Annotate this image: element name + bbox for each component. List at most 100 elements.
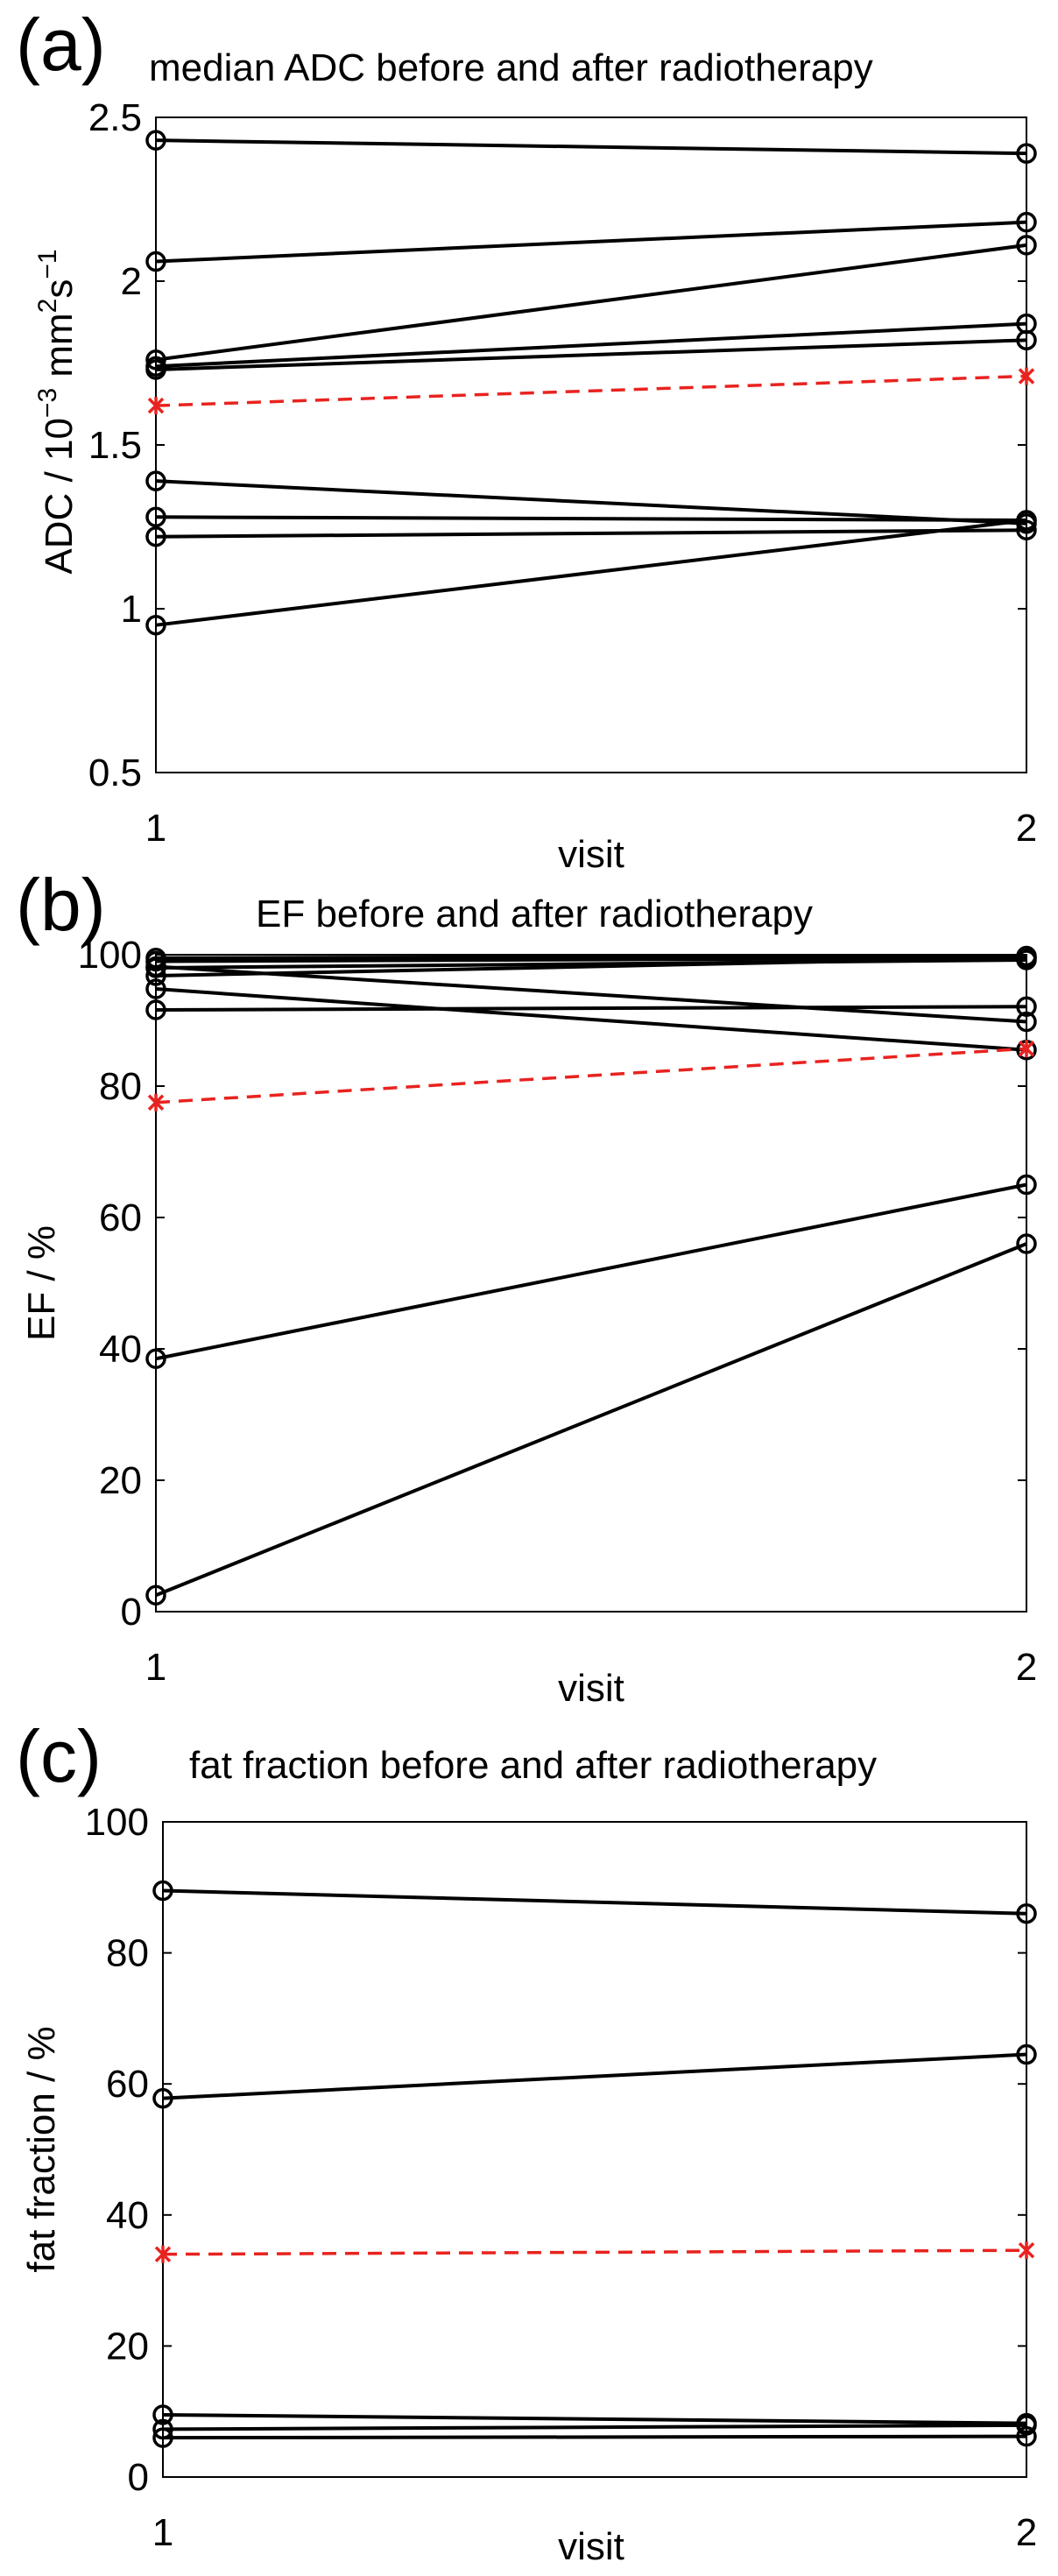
subject-data-point xyxy=(152,2427,173,2448)
panel-c: (c) fat fraction before and after radiot… xyxy=(16,1715,1037,2568)
subject-data-point xyxy=(1016,143,1037,164)
ytick-label: 40 xyxy=(99,1328,142,1371)
panel-b: (b) EF before and after radiotherapy 020… xyxy=(16,864,1037,1710)
panel-a-ylabel-exp3: −1 xyxy=(33,249,62,279)
subject-series-line xyxy=(162,2412,1027,2425)
subject-series-line xyxy=(155,321,1027,369)
ytick-label: 2.5 xyxy=(88,96,142,139)
subject-data-point xyxy=(1016,235,1037,256)
subject-data-point xyxy=(152,2087,173,2109)
subject-series-line xyxy=(162,2052,1027,2100)
subject-data-point xyxy=(145,130,166,151)
panel-a: (a) median ADC before and after radiothe… xyxy=(16,4,1037,876)
subject-data-point xyxy=(1016,2425,1037,2447)
ytick-label: 20 xyxy=(106,2325,149,2368)
subject-data-point xyxy=(145,470,166,491)
xtick-label: 2 xyxy=(1016,807,1037,850)
ytick-label: 100 xyxy=(85,1801,149,1844)
subject-series-line xyxy=(155,1182,1027,1361)
panel-c-plot-marks xyxy=(152,1880,1037,2448)
panel-b-ytick-labels: 0 20 40 60 80 100 xyxy=(78,934,1026,1634)
subject-series-line xyxy=(155,519,1027,627)
subject-data-point xyxy=(145,956,166,977)
panel-a-axes-frame xyxy=(155,116,1027,773)
panel-c-ytick-labels: 0 20 40 60 80 100 xyxy=(85,1801,1026,2499)
panel-b-axes-frame xyxy=(155,954,1027,1613)
subject-data-point xyxy=(1016,1174,1037,1196)
panel-a-plot-marks xyxy=(145,130,1037,636)
ytick-label: 0 xyxy=(128,2456,149,2499)
panel-c-label: (c) xyxy=(16,1715,102,1797)
subject-series-line xyxy=(155,220,1027,264)
subject-series-line xyxy=(155,338,1027,371)
panel-b-xlabel: visit xyxy=(558,1667,624,1710)
subject-series-line xyxy=(155,1242,1027,1598)
subject-data-point xyxy=(145,506,166,528)
ytick-label: 1 xyxy=(121,588,142,631)
panel-c-xlabel: visit xyxy=(558,2525,624,2568)
xtick-label: 1 xyxy=(145,1646,166,1689)
ytick-label: 80 xyxy=(99,1065,142,1108)
subject-series-line xyxy=(155,964,1027,1024)
panel-a-ylabel-base: ADC / 10 xyxy=(38,418,81,575)
ytick-label: 2 xyxy=(121,260,142,303)
xtick-label: 1 xyxy=(145,807,166,850)
panel-a-ytick-labels: 0.5 1 1.5 2 2.5 xyxy=(88,96,1026,794)
mean-data-point xyxy=(1018,2241,1035,2260)
panel-b-ylabel: EF / % xyxy=(20,1225,63,1341)
mean-series-line xyxy=(155,1047,1027,1105)
ytick-label: 0 xyxy=(121,1591,142,1634)
mean-series-line xyxy=(155,374,1027,407)
subject-series-line xyxy=(162,2434,1027,2440)
subject-series-line xyxy=(155,956,1027,963)
panel-b-plot-marks xyxy=(145,945,1037,1606)
panel-a-ylabel-mid: mm xyxy=(38,313,81,388)
subject-data-point xyxy=(145,999,166,1020)
subject-series-line xyxy=(155,243,1027,362)
ytick-label: 80 xyxy=(106,1932,149,1975)
mean-data-point xyxy=(147,397,165,415)
subject-data-point xyxy=(152,2418,173,2440)
subject-data-point xyxy=(145,1348,166,1369)
subject-series-line xyxy=(155,138,1027,156)
subject-data-point xyxy=(1016,329,1037,351)
ytick-label: 1.5 xyxy=(88,424,142,467)
subject-data-point xyxy=(1016,2415,1037,2436)
mean-data-point xyxy=(154,2245,172,2263)
subject-series-line xyxy=(155,515,1027,523)
ytick-label: 40 xyxy=(106,2194,149,2237)
subject-series-line xyxy=(162,1888,1027,1916)
ytick-label: 20 xyxy=(99,1459,142,1502)
panel-a-ylabel-mid2: s xyxy=(38,279,81,299)
ytick-label: 60 xyxy=(106,2063,149,2106)
mean-series-line xyxy=(162,2248,1027,2256)
xtick-label: 2 xyxy=(1016,1646,1037,1689)
panel-a-ylabel-exp2: 2 xyxy=(33,299,62,314)
subject-data-point xyxy=(152,1880,173,1902)
xtick-label: 2 xyxy=(1016,2511,1037,2554)
panel-c-axes-frame xyxy=(162,1821,1027,2478)
subject-data-point xyxy=(1016,996,1037,1017)
panel-a-ylabel-exp1: −3 xyxy=(33,388,62,418)
ytick-label: 100 xyxy=(78,934,142,977)
subject-data-point xyxy=(145,978,166,999)
subject-data-point xyxy=(145,1584,166,1606)
panel-a-ylabel: ADC / 10−3 mm2s−1 xyxy=(33,249,81,574)
subject-data-point xyxy=(145,359,166,380)
mean-data-point xyxy=(147,1093,165,1112)
panel-b-label: (b) xyxy=(16,864,106,946)
subject-data-point xyxy=(1016,1233,1037,1254)
subject-data-point xyxy=(152,2404,173,2425)
subject-series-line xyxy=(155,956,1027,977)
subject-series-line xyxy=(155,479,1027,526)
subject-data-point xyxy=(145,526,166,547)
subject-data-point xyxy=(1016,947,1037,968)
xtick-label: 1 xyxy=(152,2511,173,2554)
subject-series-line xyxy=(162,2423,1027,2431)
subject-data-point xyxy=(1016,211,1037,233)
panel-c-title: fat fraction before and after radiothera… xyxy=(189,1744,877,1787)
subject-series-line xyxy=(155,987,1027,1052)
